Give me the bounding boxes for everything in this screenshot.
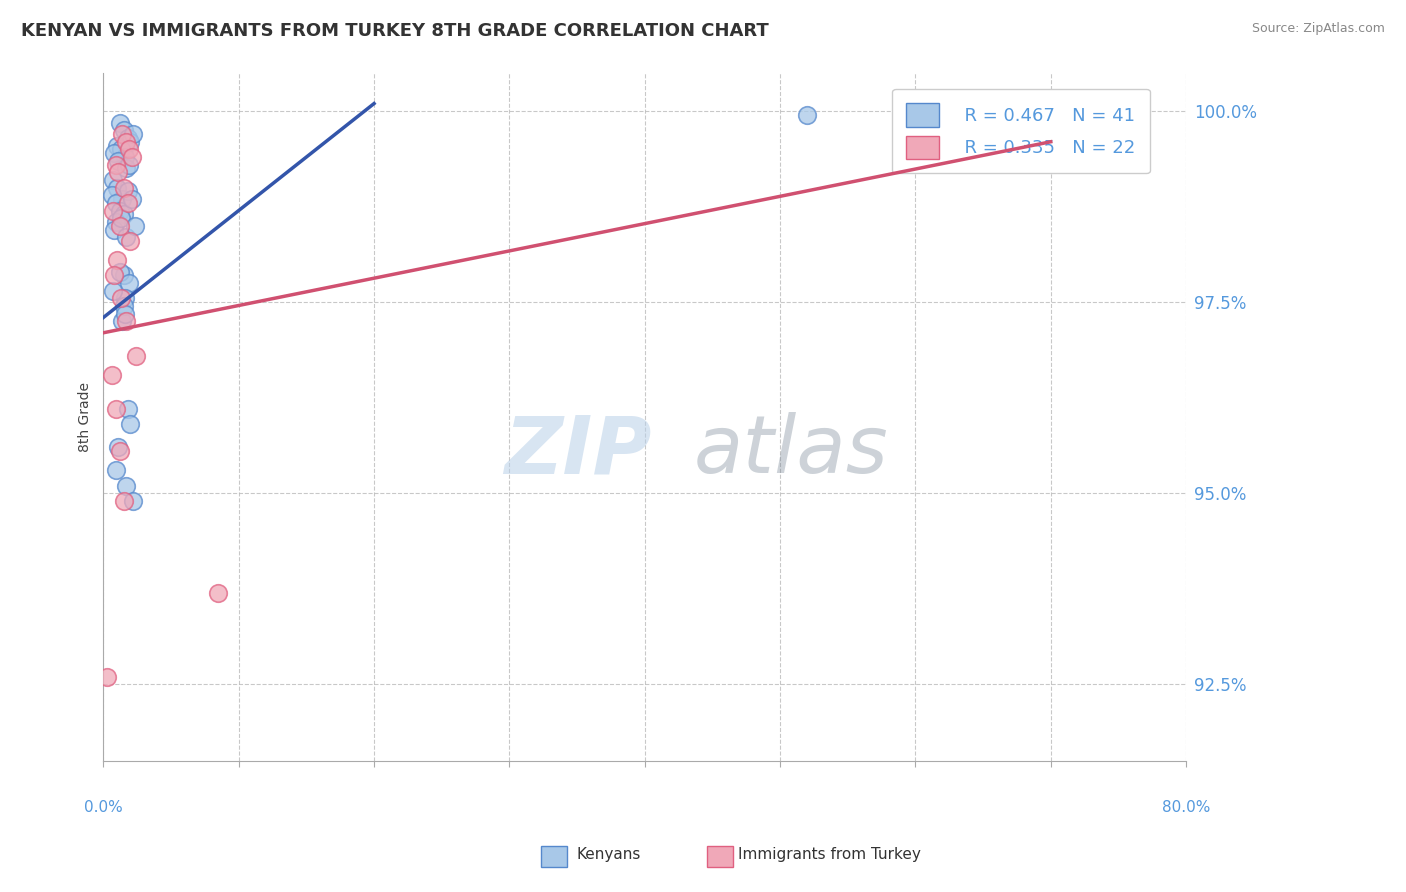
Point bbox=[112, 299, 135, 313]
Point bbox=[112, 123, 135, 137]
Point bbox=[117, 195, 139, 210]
Point bbox=[122, 127, 145, 141]
Point bbox=[105, 180, 128, 194]
Point bbox=[122, 494, 145, 508]
Point bbox=[110, 142, 132, 156]
Point bbox=[114, 292, 136, 306]
Point bbox=[101, 203, 124, 218]
Point bbox=[125, 349, 148, 363]
Point bbox=[100, 368, 122, 382]
Point bbox=[112, 207, 135, 221]
Point bbox=[207, 585, 229, 599]
Text: atlas: atlas bbox=[693, 412, 889, 491]
Point bbox=[104, 402, 127, 417]
Point bbox=[114, 150, 136, 164]
Point bbox=[120, 417, 142, 432]
Point bbox=[115, 135, 138, 149]
Text: Kenyans: Kenyans bbox=[576, 847, 641, 862]
Point bbox=[103, 268, 125, 283]
Point bbox=[107, 441, 129, 455]
Point bbox=[101, 173, 124, 187]
Point bbox=[111, 314, 134, 328]
Point bbox=[121, 150, 143, 164]
Point bbox=[104, 215, 127, 229]
Point bbox=[110, 211, 132, 226]
Text: Immigrants from Turkey: Immigrants from Turkey bbox=[738, 847, 921, 862]
Point bbox=[120, 234, 142, 248]
Point bbox=[117, 131, 139, 145]
Point bbox=[108, 115, 131, 129]
Text: KENYAN VS IMMIGRANTS FROM TURKEY 8TH GRADE CORRELATION CHART: KENYAN VS IMMIGRANTS FROM TURKEY 8TH GRA… bbox=[21, 22, 769, 40]
Point bbox=[112, 494, 135, 508]
Point bbox=[117, 185, 139, 199]
Point bbox=[124, 219, 146, 233]
Point bbox=[108, 203, 131, 218]
Point bbox=[96, 670, 118, 684]
Point bbox=[105, 138, 128, 153]
Point bbox=[121, 192, 143, 206]
Text: 80.0%: 80.0% bbox=[1161, 799, 1211, 814]
Point bbox=[107, 165, 129, 179]
Y-axis label: 8th Grade: 8th Grade bbox=[79, 382, 93, 452]
Point bbox=[118, 142, 141, 156]
Point bbox=[107, 153, 129, 168]
Point bbox=[110, 292, 132, 306]
Point bbox=[108, 444, 131, 458]
Text: 0.0%: 0.0% bbox=[84, 799, 122, 814]
Point bbox=[112, 180, 135, 194]
Point bbox=[108, 219, 131, 233]
Point bbox=[108, 265, 131, 279]
Point bbox=[112, 268, 135, 283]
Text: ZIP: ZIP bbox=[503, 412, 651, 491]
Point bbox=[117, 402, 139, 417]
Point bbox=[101, 284, 124, 298]
Point bbox=[115, 161, 138, 176]
Point bbox=[104, 195, 127, 210]
Point bbox=[100, 188, 122, 202]
Point bbox=[115, 230, 138, 244]
Point bbox=[118, 158, 141, 172]
Point bbox=[796, 108, 818, 122]
Point bbox=[115, 314, 138, 328]
Point bbox=[103, 222, 125, 236]
Point bbox=[104, 463, 127, 477]
Point bbox=[118, 276, 141, 290]
Point bbox=[120, 135, 142, 149]
Legend:   R = 0.467   N = 41,   R = 0.335   N = 22: R = 0.467 N = 41, R = 0.335 N = 22 bbox=[891, 89, 1150, 173]
Point bbox=[104, 158, 127, 172]
Point bbox=[103, 146, 125, 161]
Point bbox=[111, 127, 134, 141]
Point bbox=[111, 192, 134, 206]
Text: Source: ZipAtlas.com: Source: ZipAtlas.com bbox=[1251, 22, 1385, 36]
Point bbox=[114, 307, 136, 321]
Point bbox=[105, 253, 128, 268]
Point bbox=[115, 478, 138, 492]
